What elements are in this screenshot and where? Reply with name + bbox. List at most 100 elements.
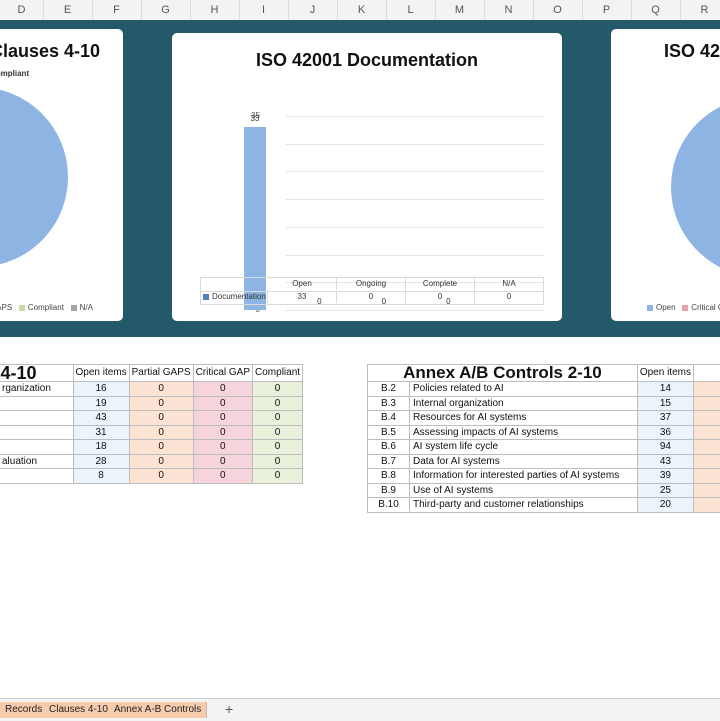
- right-chart-title: ISO 42: [664, 41, 720, 62]
- control-name-cell[interactable]: Data for AI systems: [410, 454, 638, 469]
- open-items-cell[interactable]: 20: [637, 498, 693, 513]
- sheet-tab-records[interactable]: Records: [0, 702, 48, 718]
- dashboard-band: Clauses 4-10 Compliant GAPS Compliant N/…: [0, 20, 720, 337]
- control-code-cell[interactable]: B.10: [368, 498, 410, 513]
- partial-gaps-cell[interactable]: 0: [129, 411, 193, 426]
- open-items-cell[interactable]: 18: [73, 440, 129, 455]
- column-header-k[interactable]: K: [337, 0, 387, 20]
- compliant-cell[interactable]: 0: [253, 440, 303, 455]
- column-header-g[interactable]: G: [141, 0, 191, 20]
- open-items-cell[interactable]: 94: [637, 440, 693, 455]
- control-name-cell[interactable]: Internal organization: [410, 396, 638, 411]
- column-header-e[interactable]: E: [43, 0, 93, 20]
- row-label[interactable]: [0, 440, 73, 455]
- control-code-cell[interactable]: B.6: [368, 440, 410, 455]
- partial-gaps-cell[interactable]: [693, 411, 720, 426]
- partial-gaps-cell[interactable]: [693, 483, 720, 498]
- control-name-cell[interactable]: Information for interested parties of AI…: [410, 469, 638, 484]
- critical-gap-cell[interactable]: 0: [193, 396, 252, 411]
- control-code-cell[interactable]: B.8: [368, 469, 410, 484]
- control-code-cell[interactable]: B.9: [368, 483, 410, 498]
- critical-gap-cell[interactable]: 0: [193, 425, 252, 440]
- open-items-cell[interactable]: 39: [637, 469, 693, 484]
- compliant-cell[interactable]: 0: [253, 411, 303, 426]
- row-label[interactable]: [0, 469, 73, 484]
- row-label[interactable]: [0, 396, 73, 411]
- column-header-j[interactable]: J: [288, 0, 338, 20]
- control-code-cell[interactable]: B.2: [368, 382, 410, 397]
- annex-table-header: Annex A/B Controls 2-10 Open items: [368, 365, 720, 382]
- column-header-n[interactable]: N: [484, 0, 534, 20]
- control-code-cell[interactable]: B.7: [368, 454, 410, 469]
- center-chart-card[interactable]: ISO 42001 Documentation 0510152025303533…: [172, 33, 562, 321]
- column-header-p[interactable]: P: [582, 0, 632, 20]
- partial-gaps-cell[interactable]: [693, 454, 720, 469]
- row-label[interactable]: [0, 425, 73, 440]
- partial-gaps-cell[interactable]: 0: [129, 440, 193, 455]
- compliant-cell[interactable]: 0: [253, 382, 303, 397]
- column-header-m[interactable]: M: [435, 0, 485, 20]
- partial-gaps-cell[interactable]: 0: [129, 454, 193, 469]
- compliant-cell[interactable]: 0: [253, 469, 303, 484]
- control-name-cell[interactable]: Policies related to AI: [410, 382, 638, 397]
- open-items-cell[interactable]: 31: [73, 425, 129, 440]
- column-header-l[interactable]: L: [386, 0, 436, 20]
- open-items-cell[interactable]: 19: [73, 396, 129, 411]
- add-sheet-button[interactable]: +: [225, 701, 233, 717]
- partial-gaps-cell[interactable]: 0: [129, 396, 193, 411]
- open-items-cell[interactable]: 14: [637, 382, 693, 397]
- partial-gaps-cell[interactable]: 0: [129, 425, 193, 440]
- control-name-cell[interactable]: Third-party and customer relationships: [410, 498, 638, 513]
- open-items-cell[interactable]: 37: [637, 411, 693, 426]
- partial-gaps-cell[interactable]: 0: [129, 469, 193, 484]
- column-header-i[interactable]: I: [239, 0, 289, 20]
- partial-gaps-cell[interactable]: [693, 382, 720, 397]
- column-header-r[interactable]: R: [680, 0, 720, 20]
- open-items-cell[interactable]: 25: [637, 483, 693, 498]
- open-items-cell[interactable]: 15: [637, 396, 693, 411]
- control-name-cell[interactable]: Assessing impacts of AI systems: [410, 425, 638, 440]
- control-name-cell[interactable]: AI system life cycle: [410, 440, 638, 455]
- control-code-cell[interactable]: B.3: [368, 396, 410, 411]
- partial-gaps-cell[interactable]: [693, 425, 720, 440]
- compliant-cell[interactable]: 0: [253, 425, 303, 440]
- partial-gaps-cell[interactable]: [693, 469, 720, 484]
- partial-gaps-cell[interactable]: [693, 440, 720, 455]
- column-header-f[interactable]: F: [92, 0, 142, 20]
- critical-gap-cell[interactable]: 0: [193, 440, 252, 455]
- partial-gaps-cell[interactable]: 0: [129, 382, 193, 397]
- critical-gap-cell[interactable]: 0: [193, 454, 252, 469]
- open-items-cell[interactable]: 28: [73, 454, 129, 469]
- right-chart-card[interactable]: ISO 42 Open Critical G: [611, 29, 720, 321]
- row-label[interactable]: [0, 411, 73, 426]
- control-code-cell[interactable]: B.4: [368, 411, 410, 426]
- critical-gap-cell[interactable]: 0: [193, 411, 252, 426]
- critical-gap-cell[interactable]: 0: [193, 382, 252, 397]
- control-name-cell[interactable]: Use of AI systems: [410, 483, 638, 498]
- column-header-o[interactable]: O: [533, 0, 583, 20]
- open-items-cell[interactable]: 43: [637, 454, 693, 469]
- partial-gaps-cell[interactable]: [693, 396, 720, 411]
- open-items-cell[interactable]: 43: [73, 411, 129, 426]
- gridline: [286, 116, 544, 117]
- clauses-table: 4-10 Open items Partial GAPS Critical GA…: [0, 364, 303, 484]
- compliant-cell[interactable]: 0: [253, 396, 303, 411]
- open-items-cell[interactable]: 36: [637, 425, 693, 440]
- compliant-cell[interactable]: 0: [253, 454, 303, 469]
- sheet-tab-clauses[interactable]: Clauses 4-10: [44, 702, 114, 718]
- open-items-cell[interactable]: 16: [73, 382, 129, 397]
- sheet-tab-annex[interactable]: Annex A-B Controls: [109, 702, 207, 718]
- column-header-h[interactable]: H: [190, 0, 240, 20]
- column-header-d[interactable]: D: [0, 0, 44, 20]
- critical-gap-cell[interactable]: 0: [193, 469, 252, 484]
- left-chart-card[interactable]: Clauses 4-10 Compliant GAPS Compliant N/…: [0, 29, 123, 321]
- open-items-cell[interactable]: 8: [73, 469, 129, 484]
- control-code-cell[interactable]: B.5: [368, 425, 410, 440]
- column-header-q[interactable]: Q: [631, 0, 681, 20]
- row-label[interactable]: rganization: [0, 382, 73, 397]
- row-label[interactable]: aluation: [0, 454, 73, 469]
- control-name-cell[interactable]: Resources for AI systems: [410, 411, 638, 426]
- partial-gaps-cell[interactable]: [693, 498, 720, 513]
